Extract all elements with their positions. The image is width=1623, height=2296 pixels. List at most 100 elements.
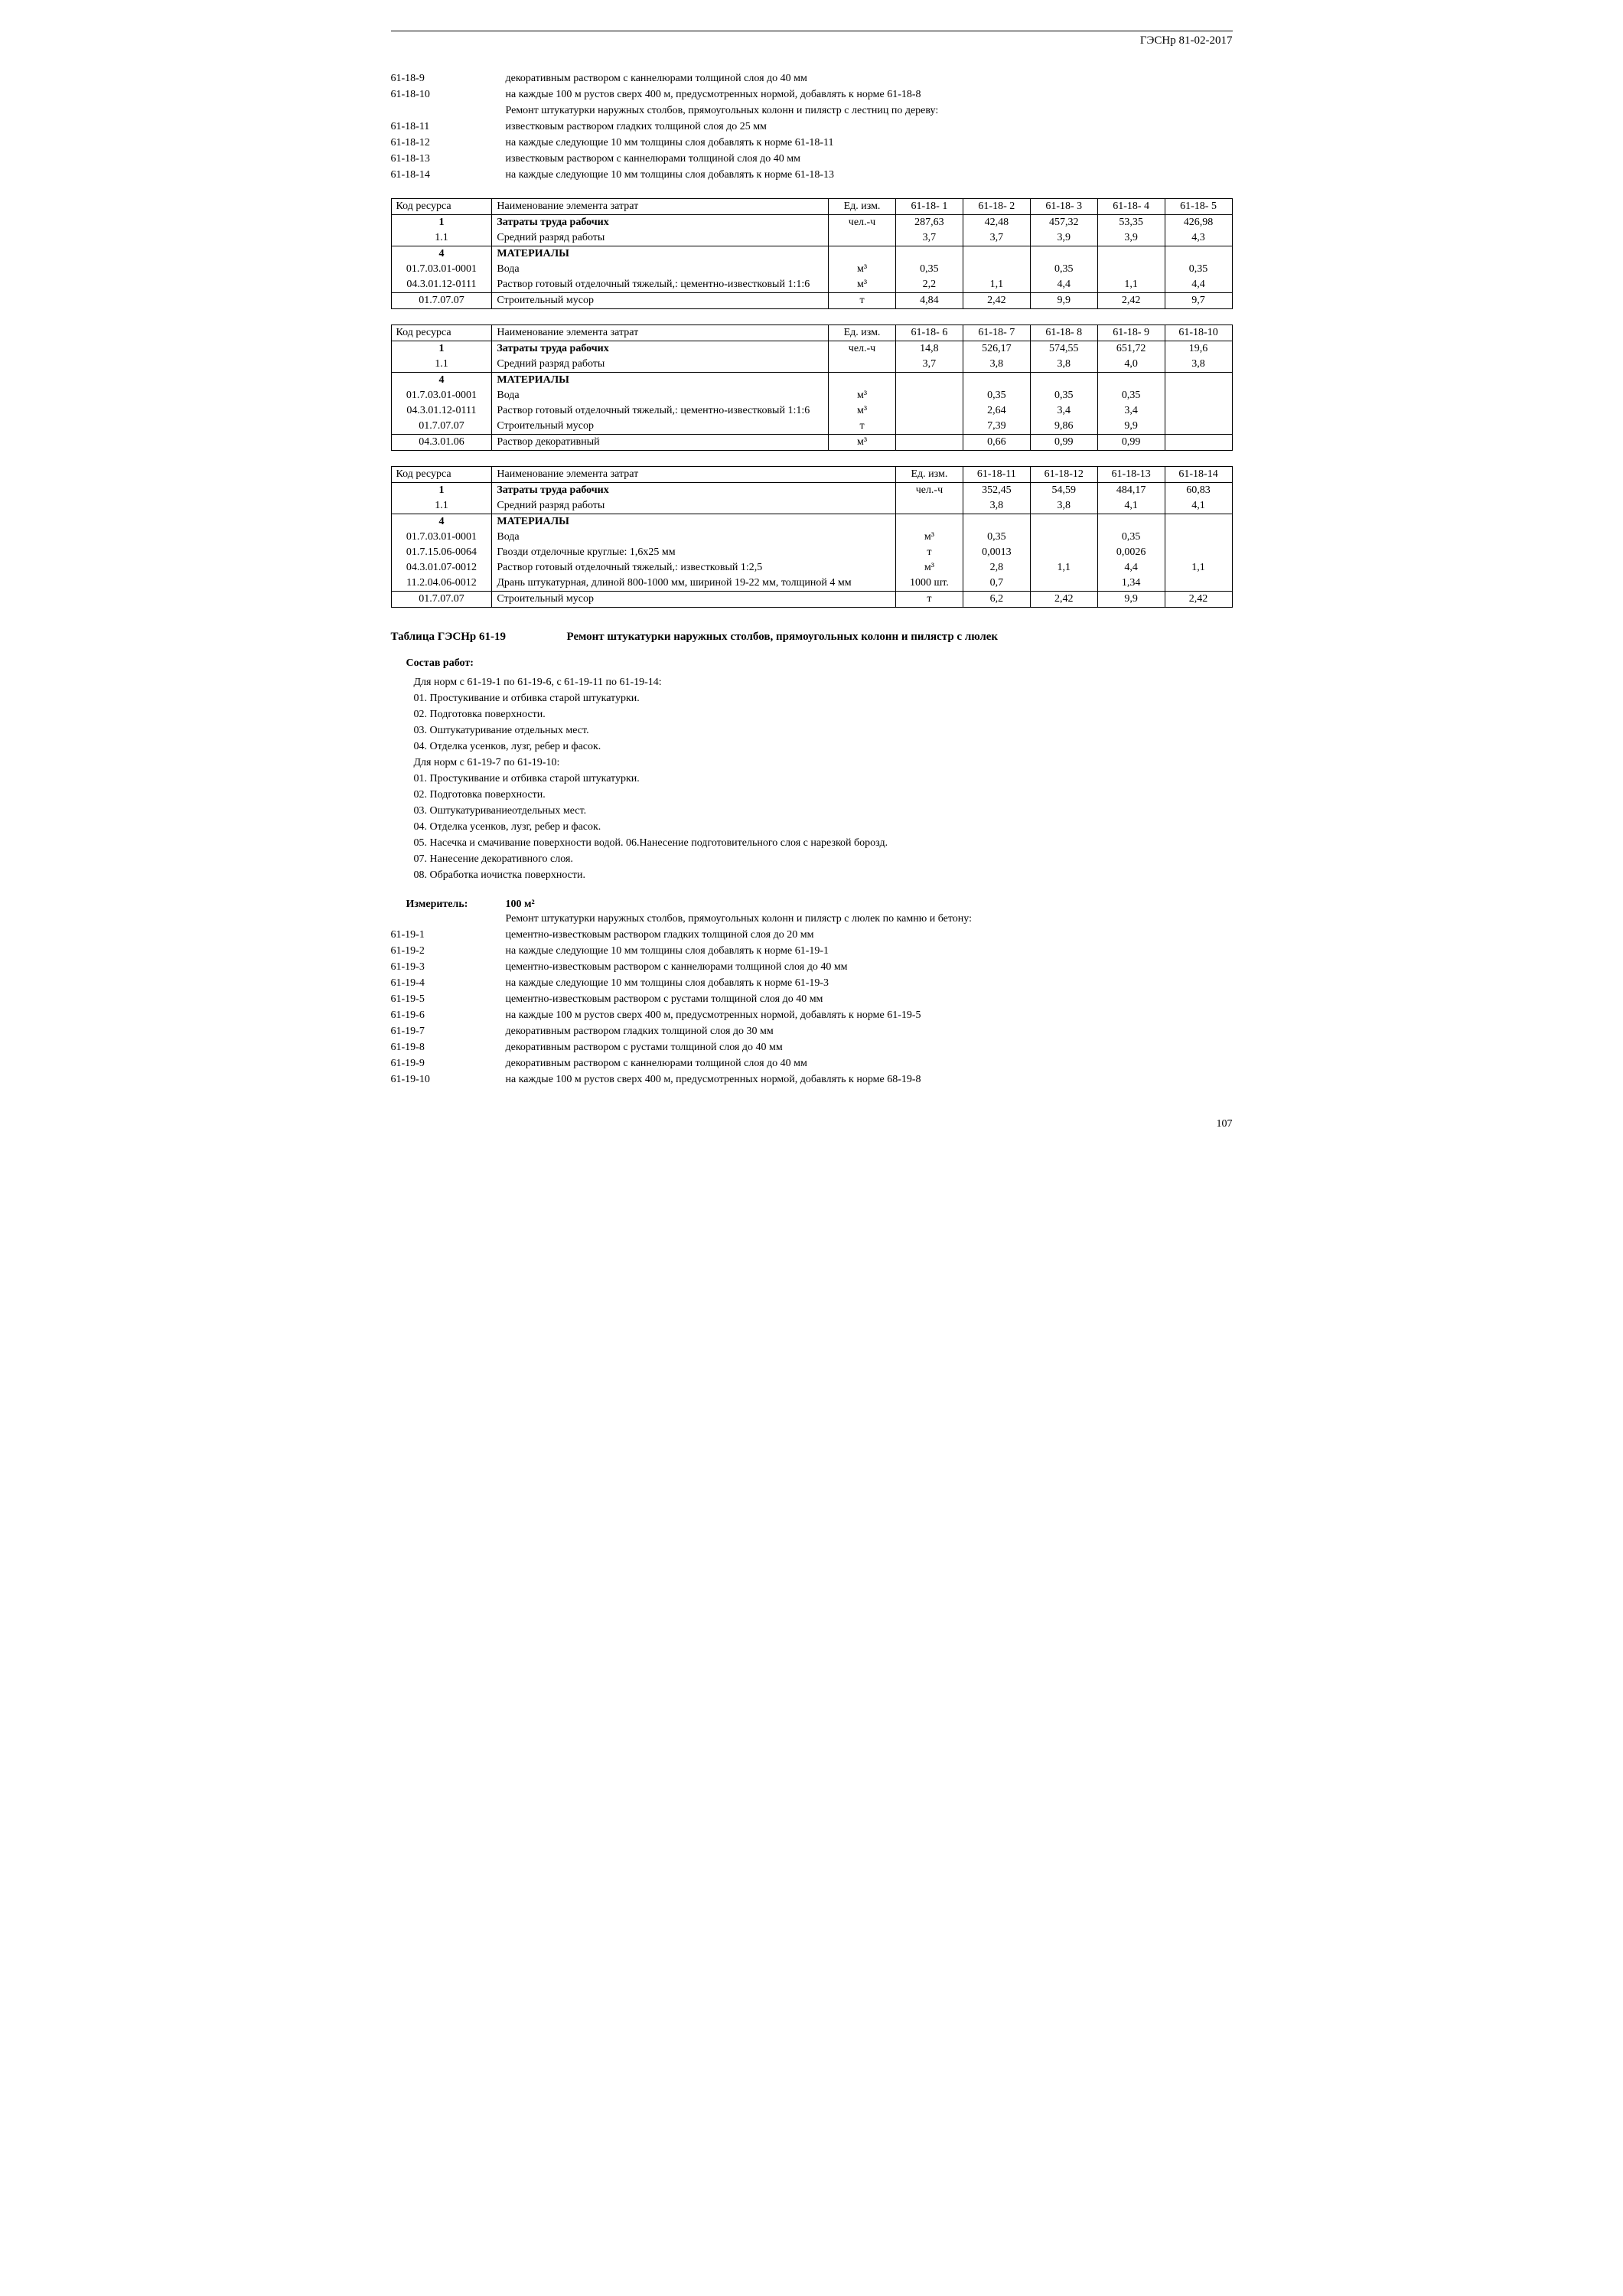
table-cell: 1.1: [391, 230, 492, 246]
table-cell: 3,9: [1097, 230, 1165, 246]
table-cell: 0,35: [963, 530, 1030, 545]
table-cell: чел.-ч: [895, 483, 963, 499]
table-cell: 04.3.01.12-0111: [391, 277, 492, 293]
table-cell: 1.1: [391, 498, 492, 514]
table-cell: 4,3: [1165, 230, 1232, 246]
table-cell: 60,83: [1165, 483, 1232, 499]
table-cell: 3,4: [1030, 403, 1097, 419]
table-cell: МАТЕРИАЛЫ: [492, 514, 896, 530]
table-header: 61-18-10: [1165, 325, 1232, 341]
wc-line: 03. Оштукатуриваниеотдельных мест.: [414, 803, 1233, 819]
table-cell: Вода: [492, 388, 829, 403]
table-row: 01.7.03.01-0001Водам³0,350,350,35: [391, 388, 1232, 403]
top-code-list: 61-18-9декоративным раствором с каннелюр…: [391, 70, 1233, 183]
table-cell: 53,35: [1097, 215, 1165, 231]
table-cell: [963, 373, 1030, 389]
wc-line: 02. Подготовка поверхности.: [414, 787, 1233, 803]
table-cell: Вода: [492, 530, 896, 545]
table-cell: 4,4: [1030, 277, 1097, 293]
table-cell: 2,42: [963, 293, 1030, 309]
table-row: 1.1Средний разряд работы3,73,73,93,94,3: [391, 230, 1232, 246]
table-cell: [1030, 530, 1097, 545]
code-num: 61-19-7: [391, 1023, 498, 1039]
table-header: 61-18- 3: [1030, 199, 1097, 215]
table-cell: 2,42: [1165, 592, 1232, 608]
table-cell: [1165, 545, 1232, 560]
table-cell: м³: [895, 560, 963, 576]
table-cell: м³: [829, 388, 896, 403]
table-cell: м³: [829, 277, 896, 293]
table-cell: [1030, 373, 1097, 389]
table-cell: 4: [391, 514, 492, 530]
table-cell: Раствор декоративный: [492, 435, 829, 451]
table-cell: [829, 357, 896, 373]
table-cell: Средний разряд работы: [492, 357, 829, 373]
table-cell: 526,17: [963, 341, 1030, 357]
code-num: 61-18-13: [391, 151, 498, 167]
table-header: 61-18- 2: [963, 199, 1030, 215]
table-cell: 287,63: [895, 215, 963, 231]
table-row: 1Затраты труда рабочихчел.-ч14,8526,1757…: [391, 341, 1232, 357]
table-cell: 4,84: [895, 293, 963, 309]
table-cell: 3,7: [963, 230, 1030, 246]
table-cell: [963, 514, 1030, 530]
table-header: Ед. изм.: [829, 199, 896, 215]
code-desc: на каждые следующие 10 мм толщины слоя д…: [498, 975, 1233, 991]
table-cell: Затраты труда рабочих: [492, 341, 829, 357]
code-num: [391, 103, 498, 119]
code-num: 61-19-9: [391, 1055, 498, 1071]
table-cell: 3,9: [1030, 230, 1097, 246]
code-desc: декоративным раствором с каннелюрами тол…: [498, 1055, 1233, 1071]
table-cell: 7,39: [963, 419, 1030, 435]
table-cell: 3,7: [895, 357, 963, 373]
measure-value: 100 м²: [506, 899, 535, 911]
table-cell: [895, 373, 963, 389]
table-cell: 01.7.03.01-0001: [391, 530, 492, 545]
table-cell: 1,34: [1097, 576, 1165, 592]
code-desc: цементно-известковым раствором с рустами…: [498, 991, 1233, 1007]
table-cell: 2,42: [1030, 592, 1097, 608]
table-header: 61-18-14: [1165, 467, 1232, 483]
doc-code-header: ГЭСНр 81-02-2017: [391, 31, 1233, 47]
table-cell: [1165, 419, 1232, 435]
table-cell: 0,35: [1097, 530, 1165, 545]
table-row: 4МАТЕРИАЛЫ: [391, 373, 1232, 389]
wc-line: 03. Оштукатуривание отдельных мест.: [414, 722, 1233, 739]
resource-table-2: Код ресурсаНаименование элемента затратЕ…: [391, 325, 1233, 451]
wc-line: 08. Обработка иочистка поверхности.: [414, 867, 1233, 883]
table-header: 61-18- 4: [1097, 199, 1165, 215]
table-cell: т: [895, 592, 963, 608]
table-cell: Дрань штукатурная, длиной 800-1000 мм, ш…: [492, 576, 896, 592]
table-cell: Строительный мусор: [492, 293, 829, 309]
code-desc: цементно-известковым раствором гладких т…: [498, 927, 1233, 943]
table-header: 61-18-12: [1030, 467, 1097, 483]
table-cell: 0,35: [1030, 388, 1097, 403]
table-cell: 4: [391, 373, 492, 389]
table-cell: [895, 419, 963, 435]
table-cell: [895, 514, 963, 530]
table-header: 61-18-11: [963, 467, 1030, 483]
code-intro: Ремонт штукатурки наружных столбов, прям…: [498, 911, 1233, 927]
table-cell: [895, 388, 963, 403]
code-num: 61-18-11: [391, 119, 498, 135]
table-cell: 1,1: [1097, 277, 1165, 293]
table-cell: 0,99: [1097, 435, 1165, 451]
table-row: 1Затраты труда рабочихчел.-ч352,4554,594…: [391, 483, 1232, 499]
table-cell: 11.2.04.06-0012: [391, 576, 492, 592]
table-cell: 01.7.07.07: [391, 293, 492, 309]
wc-line: 04. Отделка усенков, лузг, ребер и фасок…: [414, 739, 1233, 755]
table-cell: [1165, 403, 1232, 419]
table-row: 1Затраты труда рабочихчел.-ч287,6342,484…: [391, 215, 1232, 231]
table-cell: [829, 373, 896, 389]
table-cell: 0,0026: [1097, 545, 1165, 560]
code-num: 61-19-8: [391, 1039, 498, 1055]
table-cell: 1000 шт.: [895, 576, 963, 592]
resource-table-1: Код ресурсаНаименование элемента затратЕ…: [391, 198, 1233, 309]
table-cell: 1: [391, 483, 492, 499]
page-number: 107: [391, 1118, 1233, 1130]
table-cell: чел.-ч: [829, 341, 896, 357]
table-cell: 0,35: [895, 262, 963, 277]
wc-line: 07. Нанесение декоративного слоя.: [414, 851, 1233, 867]
table-cell: 0,35: [1165, 262, 1232, 277]
table-cell: чел.-ч: [829, 215, 896, 231]
